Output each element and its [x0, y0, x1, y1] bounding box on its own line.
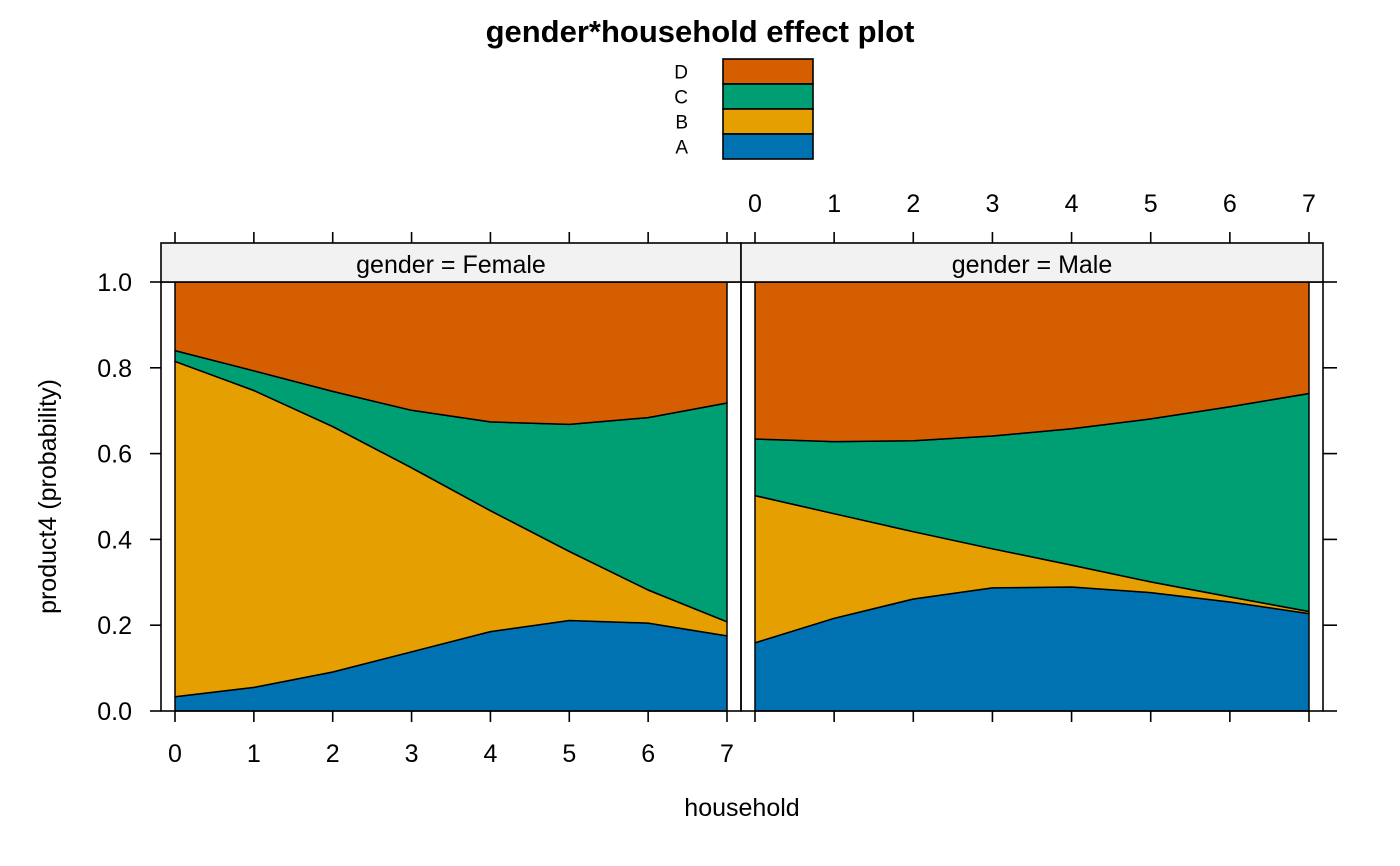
- legend-swatch-d: [722, 58, 814, 85]
- x-tick-label-bottom: 6: [641, 740, 655, 768]
- x-tick-label-top: 5: [1144, 190, 1158, 218]
- x-tick-label-bottom: 1: [247, 740, 261, 768]
- chart-title: gender*household effect plot: [486, 14, 915, 49]
- legend-swatch-b: [722, 108, 814, 135]
- x-tick-label-bottom: 3: [405, 740, 419, 768]
- legend-label-a: A: [675, 138, 688, 159]
- x-tick-label-top: 3: [985, 190, 999, 218]
- x-tick-label-bottom: 4: [483, 740, 497, 768]
- x-tick-label-bottom: 7: [720, 740, 734, 768]
- y-axis-label: product4 (probability): [34, 379, 62, 614]
- y-tick-label: 0.2: [97, 612, 132, 640]
- x-tick-label-bottom: 0: [168, 740, 182, 768]
- y-tick-label: 0.0: [97, 698, 132, 726]
- legend-swatch-c: [722, 83, 814, 110]
- x-tick-label-top: 6: [1223, 190, 1237, 218]
- x-tick-label-top: 4: [1065, 190, 1079, 218]
- x-tick-label-bottom: 2: [326, 740, 340, 768]
- x-tick-label-top: 0: [748, 190, 762, 218]
- y-tick-label: 1.0: [97, 269, 132, 297]
- legend-swatch-a: [722, 133, 814, 160]
- y-tick-label: 0.4: [97, 526, 132, 554]
- x-axis-label: household: [684, 794, 799, 822]
- panel-male: [740, 232, 1324, 722]
- legend-label-b: B: [675, 113, 688, 134]
- y-tick-label: 0.6: [97, 441, 132, 469]
- x-tick-label-top: 1: [827, 190, 841, 218]
- x-tick-label-top: 7: [1302, 190, 1316, 218]
- y-tick-label: 0.8: [97, 355, 132, 383]
- legend-label-c: C: [674, 88, 688, 109]
- x-tick-label-bottom: 5: [562, 740, 576, 768]
- panel-female: [160, 232, 742, 722]
- legend-label-d: D: [674, 63, 688, 84]
- strip-label-0: gender = Female: [356, 251, 546, 279]
- x-tick-label-top: 2: [906, 190, 920, 218]
- strip-label-1: gender = Male: [952, 251, 1113, 279]
- strip-background: [740, 242, 1324, 283]
